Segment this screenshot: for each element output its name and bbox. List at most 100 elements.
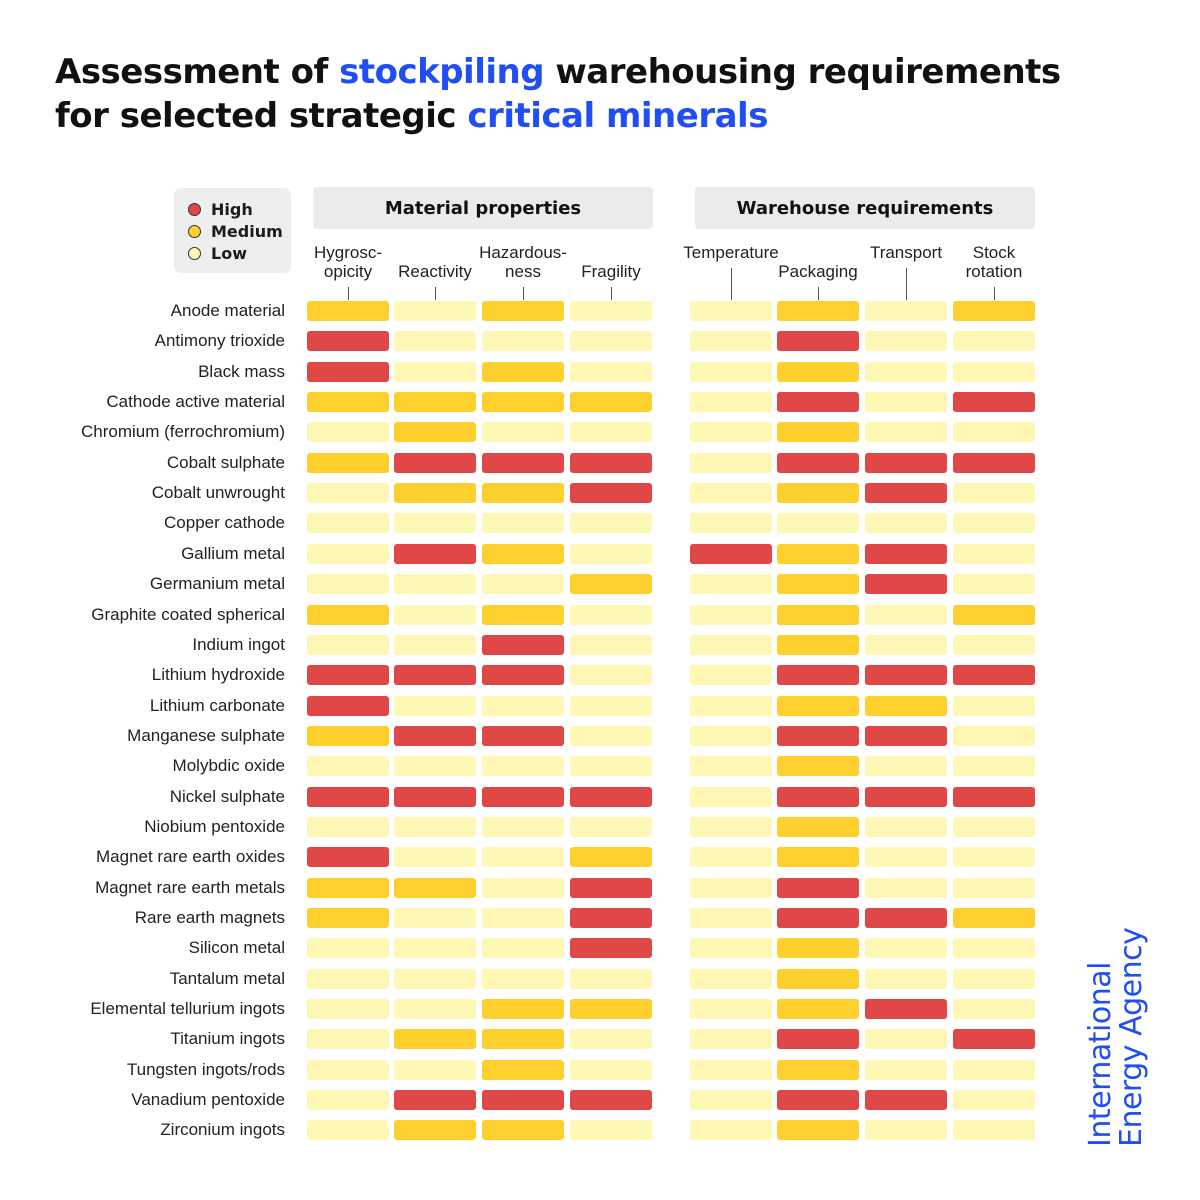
chart-title: Assessment of stockpiling warehousing re…: [55, 50, 1155, 138]
heatmap-cell: [777, 969, 859, 989]
heatmap-cell: [690, 878, 772, 898]
heatmap-cell: [482, 726, 564, 746]
heatmap-cell: [482, 544, 564, 564]
heatmap-cell: [394, 513, 476, 533]
heatmap-cell: [777, 635, 859, 655]
heatmap-cell: [307, 362, 389, 382]
row-label-anode-material: Anode material: [170, 301, 285, 320]
heatmap-cell: [482, 453, 564, 473]
heatmap-cell: [777, 1029, 859, 1049]
heatmap-cell: [777, 726, 859, 746]
heatmap-cell: [570, 635, 652, 655]
title-highlight-critical-minerals: critical minerals: [467, 96, 768, 136]
heatmap-cell: [570, 1120, 652, 1140]
title-part2: warehousing requirements: [544, 52, 1061, 92]
heatmap-cell: [777, 1120, 859, 1140]
heatmap-cell: [690, 635, 772, 655]
heatmap-cell: [394, 665, 476, 685]
heatmap-cell: [690, 574, 772, 594]
heatmap-cell: [865, 1090, 947, 1110]
heatmap-cell: [865, 999, 947, 1019]
heatmap-cell: [307, 787, 389, 807]
heatmap-cell: [865, 605, 947, 625]
column-tick: [994, 287, 995, 300]
heatmap-cell: [570, 787, 652, 807]
column-tick: [611, 287, 612, 300]
heatmap-cell: [865, 513, 947, 533]
row-label-cobalt-sulphate: Cobalt sulphate: [166, 453, 285, 472]
heatmap-cell: [865, 908, 947, 928]
heatmap-cell: [953, 1029, 1035, 1049]
heatmap-cell: [953, 817, 1035, 837]
heatmap-cell: [394, 908, 476, 928]
heatmap-cell: [570, 483, 652, 503]
row-label-magnet-rare-earth-oxides: Magnet rare earth oxides: [96, 847, 285, 866]
heatmap-cell: [953, 331, 1035, 351]
heatmap-cell: [777, 847, 859, 867]
row-label-magnet-rare-earth-metals: Magnet rare earth metals: [95, 878, 285, 897]
row-label-tantalum-metal: Tantalum metal: [169, 969, 285, 988]
heatmap-cell: [482, 999, 564, 1019]
heatmap-cell: [570, 817, 652, 837]
heatmap-cell: [690, 756, 772, 776]
heatmap-cell: [865, 726, 947, 746]
legend-dot-low: [188, 246, 201, 260]
heatmap-cell: [570, 726, 652, 746]
heatmap-cell: [570, 422, 652, 442]
row-label-lithium-carbonate: Lithium carbonate: [149, 696, 285, 715]
heatmap-cell: [307, 908, 389, 928]
heatmap-cell: [953, 605, 1035, 625]
heatmap-cell: [865, 696, 947, 716]
heatmap-cell: [570, 574, 652, 594]
heatmap-cell: [394, 1120, 476, 1140]
heatmap-cell: [953, 696, 1035, 716]
heatmap-cell: [777, 301, 859, 321]
heatmap-cell: [953, 847, 1035, 867]
heatmap-cell: [690, 1120, 772, 1140]
heatmap-cell: [394, 392, 476, 412]
heatmap-cell: [482, 665, 564, 685]
heatmap-cell: [953, 453, 1035, 473]
column-label-temperature: Temperature: [683, 243, 779, 262]
heatmap-cell: [953, 665, 1035, 685]
group-header-warehouse-requirements: Warehouse requirements: [695, 187, 1035, 229]
heatmap-cell: [865, 392, 947, 412]
heatmap-cell: [307, 574, 389, 594]
heatmap-cell: [307, 938, 389, 958]
heatmap-cell: [307, 726, 389, 746]
heatmap-cell: [865, 362, 947, 382]
heatmap-cell: [307, 544, 389, 564]
heatmap-cell: [570, 605, 652, 625]
row-label-tungsten-ingots-rods: Tungsten ingots/rods: [126, 1060, 285, 1079]
heatmap-cell: [777, 756, 859, 776]
heatmap-cell: [394, 787, 476, 807]
heatmap-cell: [307, 453, 389, 473]
row-label-cobalt-unwrought: Cobalt unwrought: [151, 483, 285, 502]
heatmap-cell: [690, 938, 772, 958]
heatmap-cell: [570, 908, 652, 928]
heatmap-cell: [865, 453, 947, 473]
heatmap-cell: [482, 878, 564, 898]
heatmap-cell: [570, 331, 652, 351]
heatmap-cell: [482, 635, 564, 655]
heatmap-cell: [777, 331, 859, 351]
heatmap-cell: [690, 392, 772, 412]
brand-line2: Energy Agency: [1114, 927, 1149, 1147]
heatmap-cell: [690, 453, 772, 473]
legend-item-low: Low: [188, 243, 247, 263]
heatmap-cell: [482, 331, 564, 351]
row-label-zirconium-ingots: Zirconium ingots: [160, 1120, 285, 1139]
heatmap-cell: [307, 331, 389, 351]
title-part3: for selected strategic: [55, 96, 468, 136]
column-tick: [435, 287, 436, 300]
heatmap-cell: [482, 1090, 564, 1110]
heatmap-cell: [777, 422, 859, 442]
heatmap-cell: [953, 938, 1035, 958]
legend-item-medium: Medium: [188, 221, 283, 241]
heatmap-cell: [777, 362, 859, 382]
column-tick: [906, 268, 907, 300]
heatmap-cell: [690, 787, 772, 807]
heatmap-cell: [690, 665, 772, 685]
heatmap-cell: [865, 665, 947, 685]
heatmap-cell: [953, 756, 1035, 776]
